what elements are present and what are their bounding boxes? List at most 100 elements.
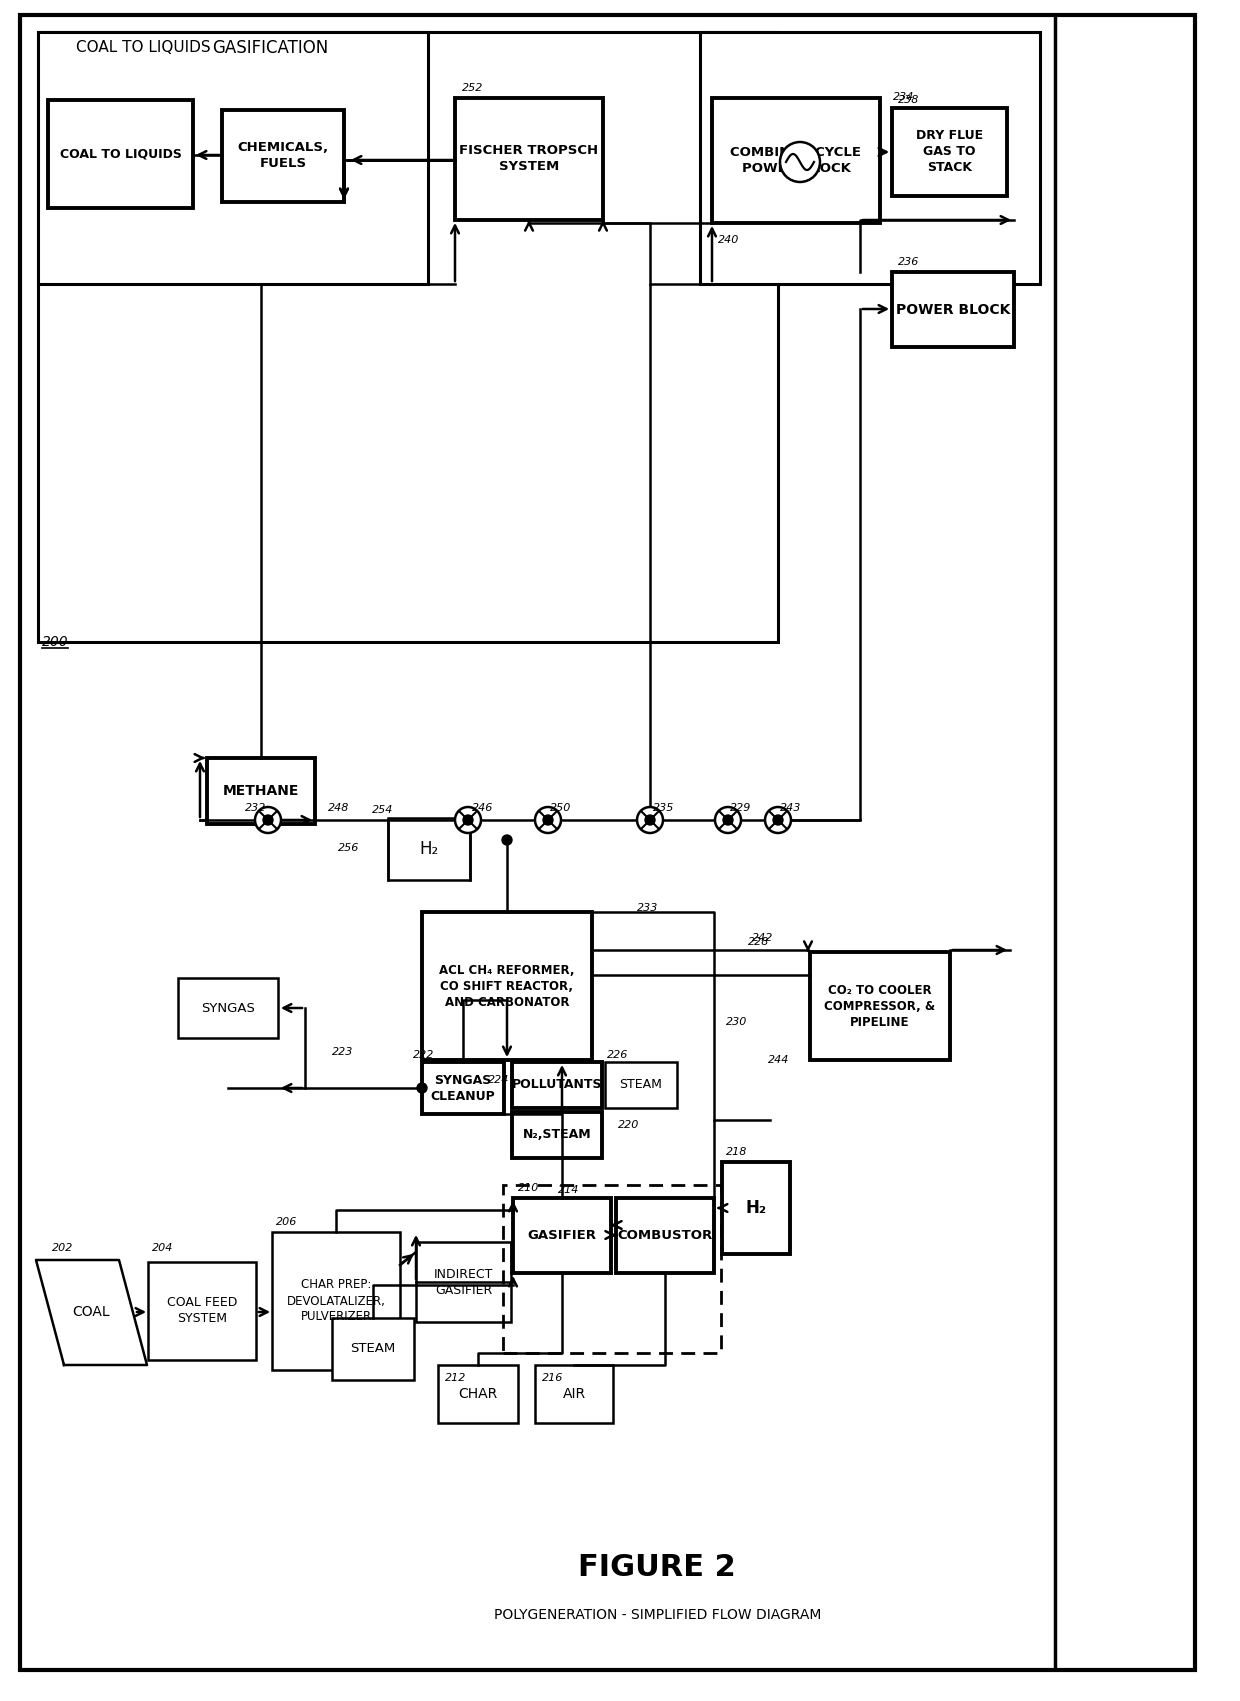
- FancyBboxPatch shape: [892, 107, 1007, 196]
- Text: SYNGAS
CLEANUP: SYNGAS CLEANUP: [430, 1073, 495, 1102]
- Text: 244: 244: [768, 1055, 790, 1065]
- Text: STEAM: STEAM: [620, 1078, 662, 1092]
- FancyBboxPatch shape: [712, 99, 880, 223]
- FancyBboxPatch shape: [388, 818, 470, 879]
- FancyBboxPatch shape: [512, 1061, 601, 1107]
- FancyBboxPatch shape: [616, 1198, 714, 1272]
- FancyBboxPatch shape: [422, 912, 591, 1060]
- Text: 256: 256: [339, 844, 360, 852]
- Text: COAL TO LIQUIDS: COAL TO LIQUIDS: [76, 41, 211, 56]
- Text: DRY FLUE
GAS TO
STACK: DRY FLUE GAS TO STACK: [916, 129, 983, 175]
- Text: GASIFIER: GASIFIER: [527, 1230, 596, 1242]
- Text: 240: 240: [718, 235, 739, 245]
- Text: POWER BLOCK: POWER BLOCK: [895, 303, 1011, 316]
- Text: 229: 229: [730, 803, 751, 813]
- Text: STEAM: STEAM: [351, 1342, 396, 1356]
- Text: 250: 250: [551, 803, 572, 813]
- FancyBboxPatch shape: [701, 32, 1040, 284]
- Text: SYNGAS: SYNGAS: [201, 1002, 255, 1014]
- Text: 214: 214: [558, 1186, 579, 1196]
- FancyBboxPatch shape: [272, 1232, 401, 1369]
- Text: COAL: COAL: [73, 1305, 110, 1320]
- Text: 254: 254: [372, 805, 393, 815]
- FancyBboxPatch shape: [722, 1162, 790, 1254]
- Text: 242: 242: [751, 934, 774, 942]
- Text: H₂: H₂: [745, 1199, 766, 1216]
- FancyBboxPatch shape: [513, 1198, 611, 1272]
- Text: 222: 222: [413, 1050, 434, 1060]
- FancyBboxPatch shape: [438, 1364, 518, 1424]
- Text: 230: 230: [725, 1017, 748, 1027]
- Text: 238: 238: [898, 95, 919, 105]
- FancyBboxPatch shape: [20, 15, 1195, 1670]
- FancyBboxPatch shape: [892, 272, 1014, 347]
- Circle shape: [263, 815, 273, 825]
- Text: ACL CH₄ REFORMER,
CO SHIFT REACTOR,
AND CARBONATOR: ACL CH₄ REFORMER, CO SHIFT REACTOR, AND …: [439, 963, 575, 1009]
- Text: GASIFICATION: GASIFICATION: [212, 39, 329, 58]
- FancyBboxPatch shape: [48, 100, 193, 208]
- FancyBboxPatch shape: [422, 1061, 503, 1114]
- Text: COMBUSTOR: COMBUSTOR: [618, 1230, 713, 1242]
- FancyBboxPatch shape: [534, 1364, 613, 1424]
- Text: 252: 252: [463, 83, 484, 94]
- Text: 226: 226: [608, 1050, 629, 1060]
- Text: 202: 202: [52, 1243, 73, 1254]
- Text: COAL FEED
SYSTEM: COAL FEED SYSTEM: [167, 1296, 237, 1325]
- Text: 220: 220: [618, 1119, 640, 1129]
- Text: FISCHER TROPSCH
SYSTEM: FISCHER TROPSCH SYSTEM: [460, 145, 599, 174]
- Text: COAL TO LIQUIDS: COAL TO LIQUIDS: [60, 148, 181, 160]
- FancyBboxPatch shape: [512, 1112, 601, 1158]
- Text: 223: 223: [332, 1048, 353, 1056]
- Circle shape: [463, 815, 472, 825]
- Text: POLYGENERATION - SIMPLIFIED FLOW DIAGRAM: POLYGENERATION - SIMPLIFIED FLOW DIAGRAM: [494, 1607, 821, 1623]
- Circle shape: [780, 141, 820, 182]
- Circle shape: [715, 806, 742, 833]
- FancyBboxPatch shape: [455, 99, 603, 219]
- Circle shape: [773, 815, 782, 825]
- Text: COMBINED CYCLE
POWER BLOCK: COMBINED CYCLE POWER BLOCK: [730, 146, 862, 175]
- FancyBboxPatch shape: [38, 32, 777, 641]
- Text: INDIRECT
GASIFIER: INDIRECT GASIFIER: [434, 1267, 494, 1296]
- Circle shape: [417, 1084, 427, 1094]
- Text: 216: 216: [542, 1373, 563, 1383]
- Circle shape: [534, 806, 560, 833]
- FancyBboxPatch shape: [332, 1318, 414, 1380]
- FancyBboxPatch shape: [810, 953, 950, 1060]
- Text: 243: 243: [780, 803, 801, 813]
- Text: 235: 235: [653, 803, 675, 813]
- Text: AIR: AIR: [563, 1386, 585, 1402]
- Text: 248: 248: [329, 803, 350, 813]
- FancyBboxPatch shape: [148, 1262, 255, 1361]
- Circle shape: [645, 815, 655, 825]
- Text: CHEMICALS,
FUELS: CHEMICALS, FUELS: [237, 141, 329, 170]
- FancyBboxPatch shape: [222, 111, 343, 202]
- Text: POLLUTANTS: POLLUTANTS: [512, 1078, 603, 1092]
- Text: CHAR: CHAR: [459, 1386, 497, 1402]
- FancyBboxPatch shape: [415, 1242, 511, 1322]
- Text: METHANE: METHANE: [223, 784, 299, 798]
- Text: H₂: H₂: [419, 840, 439, 857]
- Text: CO₂ TO COOLER
COMPRESSOR, &
PIPELINE: CO₂ TO COOLER COMPRESSOR, & PIPELINE: [825, 983, 935, 1029]
- Polygon shape: [36, 1260, 148, 1364]
- Text: 210: 210: [518, 1182, 539, 1192]
- Text: CHAR PREP:
DEVOLATALIZER,
PULVERIZER: CHAR PREP: DEVOLATALIZER, PULVERIZER: [286, 1279, 386, 1323]
- Text: 232: 232: [246, 803, 267, 813]
- Text: 200: 200: [42, 634, 68, 650]
- Text: 234: 234: [893, 92, 914, 102]
- FancyBboxPatch shape: [605, 1061, 677, 1107]
- Text: 228: 228: [748, 937, 769, 947]
- Circle shape: [723, 815, 733, 825]
- Circle shape: [255, 806, 281, 833]
- Circle shape: [455, 806, 481, 833]
- FancyBboxPatch shape: [207, 759, 315, 823]
- Circle shape: [765, 806, 791, 833]
- Circle shape: [637, 806, 663, 833]
- Text: 218: 218: [725, 1146, 748, 1157]
- Text: 206: 206: [277, 1216, 298, 1226]
- Circle shape: [502, 835, 512, 845]
- Text: 212: 212: [445, 1373, 466, 1383]
- Text: 246: 246: [472, 803, 494, 813]
- FancyBboxPatch shape: [38, 32, 428, 284]
- Circle shape: [543, 815, 553, 825]
- FancyBboxPatch shape: [179, 978, 278, 1038]
